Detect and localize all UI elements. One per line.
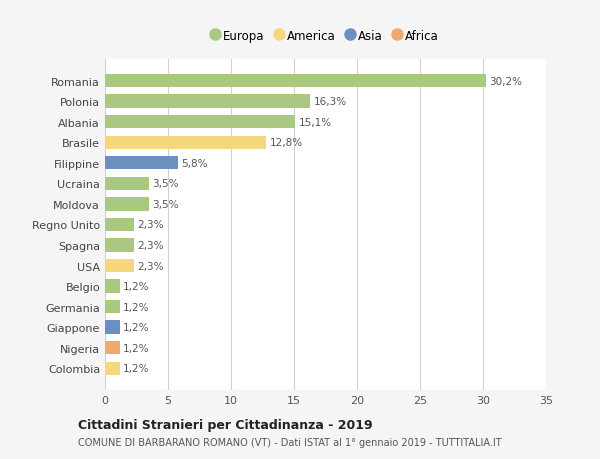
- Text: 1,2%: 1,2%: [123, 343, 150, 353]
- Text: COMUNE DI BARBARANO ROMANO (VT) - Dati ISTAT al 1° gennaio 2019 - TUTTITALIA.IT: COMUNE DI BARBARANO ROMANO (VT) - Dati I…: [78, 437, 502, 448]
- Bar: [105, 362, 120, 375]
- Text: 16,3%: 16,3%: [314, 97, 347, 107]
- Bar: [105, 95, 310, 108]
- Text: 1,2%: 1,2%: [123, 281, 150, 291]
- Bar: [105, 198, 149, 211]
- Text: 1,2%: 1,2%: [123, 364, 150, 374]
- Text: 30,2%: 30,2%: [488, 76, 521, 86]
- Text: 2,3%: 2,3%: [137, 261, 164, 271]
- Bar: [105, 341, 120, 355]
- Bar: [105, 157, 178, 170]
- Bar: [105, 259, 134, 273]
- Text: 2,3%: 2,3%: [137, 241, 164, 251]
- Text: 2,3%: 2,3%: [137, 220, 164, 230]
- Text: 12,8%: 12,8%: [269, 138, 302, 148]
- Bar: [105, 116, 295, 129]
- Bar: [105, 280, 120, 293]
- Bar: [105, 177, 149, 190]
- Text: 5,8%: 5,8%: [181, 158, 208, 168]
- Bar: [105, 300, 120, 313]
- Text: 1,2%: 1,2%: [123, 323, 150, 332]
- Text: 15,1%: 15,1%: [298, 118, 332, 127]
- Legend: Europa, America, Asia, Africa: Europa, America, Asia, Africa: [209, 26, 442, 46]
- Bar: [105, 239, 134, 252]
- Bar: [105, 75, 485, 88]
- Text: Cittadini Stranieri per Cittadinanza - 2019: Cittadini Stranieri per Cittadinanza - 2…: [78, 419, 373, 431]
- Bar: [105, 136, 266, 150]
- Bar: [105, 321, 120, 334]
- Text: 3,5%: 3,5%: [152, 199, 179, 209]
- Text: 3,5%: 3,5%: [152, 179, 179, 189]
- Bar: [105, 218, 134, 232]
- Text: 1,2%: 1,2%: [123, 302, 150, 312]
